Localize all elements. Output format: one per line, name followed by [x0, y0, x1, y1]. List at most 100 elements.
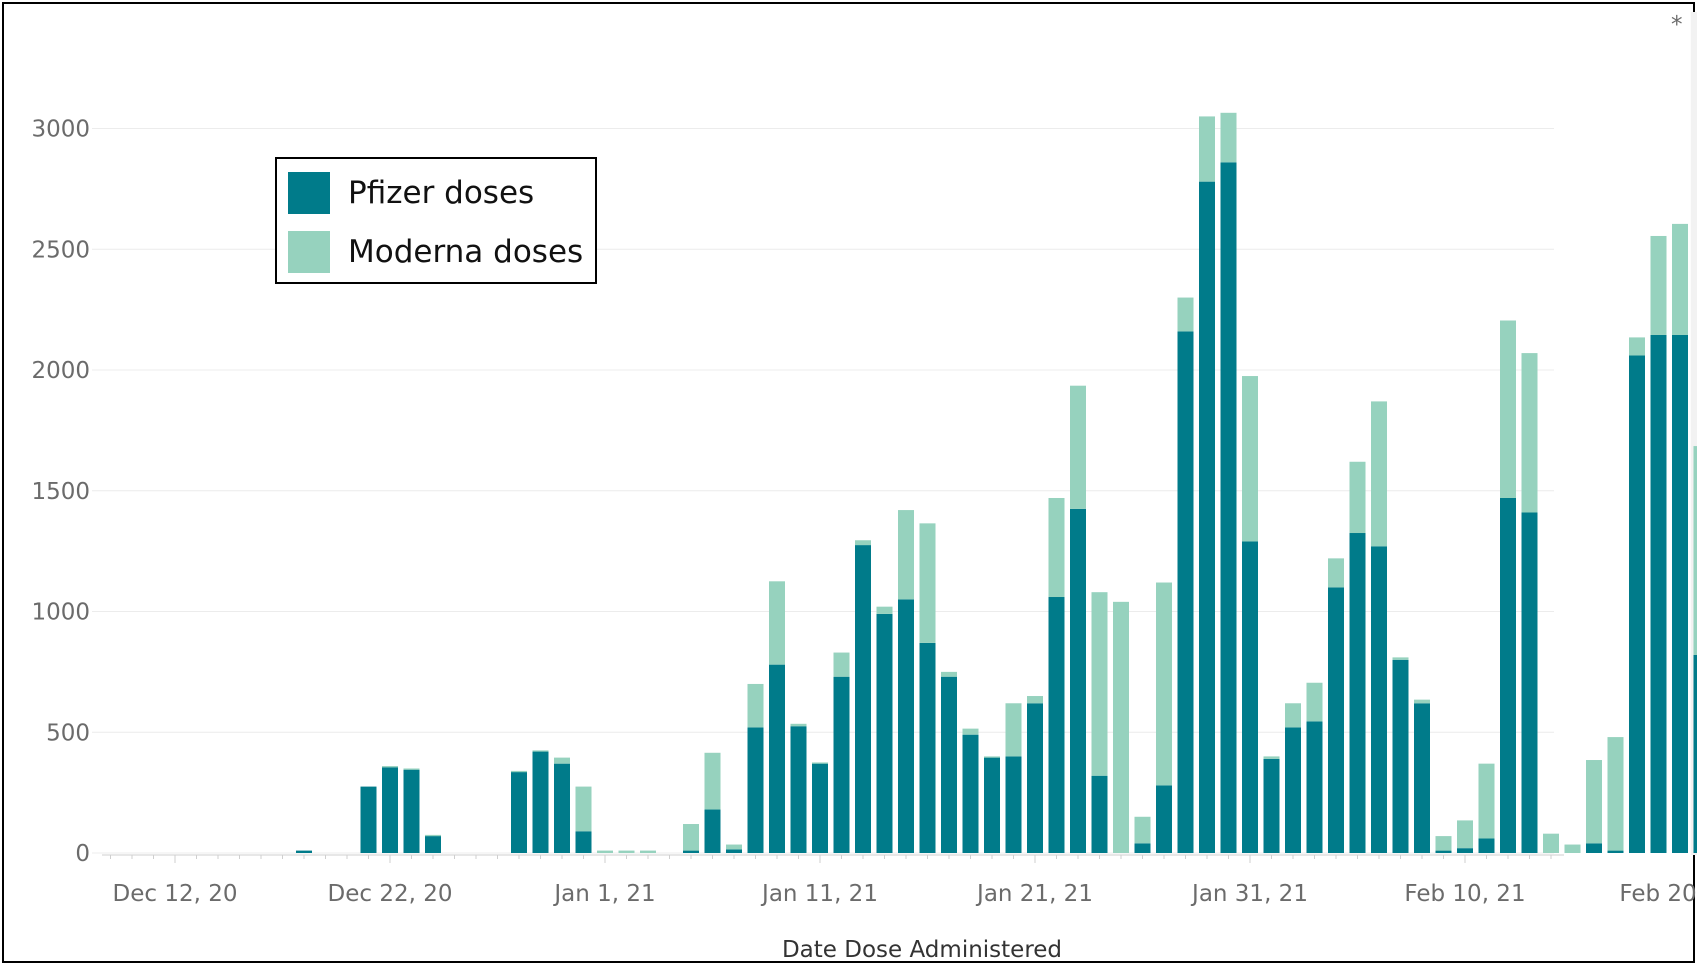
bar-pfizer — [1156, 785, 1172, 853]
bar-moderna — [1306, 682, 1323, 722]
bar-pfizer — [1371, 546, 1387, 853]
bar-moderna — [532, 750, 549, 752]
bar-moderna — [790, 723, 807, 727]
y-tick-label: 1000 — [31, 600, 90, 626]
bar-moderna — [1414, 699, 1430, 704]
bar-pfizer — [1500, 497, 1516, 853]
bar-moderna — [554, 757, 570, 764]
y-tick-label: 500 — [46, 720, 90, 746]
shaded-region — [1690, 12, 1697, 855]
bar-pfizer — [1220, 162, 1237, 853]
bar-moderna — [640, 850, 656, 853]
bar-pfizer — [1285, 727, 1301, 853]
y-tick-label: 1500 — [31, 479, 90, 505]
bar-pfizer — [511, 772, 527, 853]
bar-pfizer — [919, 642, 936, 853]
bar-moderna — [1672, 223, 1688, 335]
bar-pfizer — [683, 850, 699, 853]
x-axis: Dec 12, 20 Dec 22, 20 Jan 1, 21 Jan 11, 21 J… — [102, 854, 1697, 907]
x-tick-label: Dec 12, 20 — [113, 881, 238, 907]
bar-pfizer — [1414, 703, 1430, 853]
bar-moderna — [1650, 235, 1667, 335]
x-axis-title: Date Dose Administered — [782, 937, 1062, 963]
bar-moderna — [1371, 401, 1387, 547]
bar-pfizer — [812, 763, 828, 853]
bar-pfizer — [941, 676, 957, 853]
x-tick-label: Jan 31, 21 — [1190, 881, 1308, 907]
bar-moderna — [941, 671, 957, 677]
bar-pfizer — [1177, 331, 1194, 853]
bar-pfizer — [1027, 703, 1043, 853]
bar-moderna — [1242, 376, 1258, 542]
bar-pfizer — [1457, 848, 1473, 853]
bar-moderna — [618, 850, 635, 853]
bar-moderna — [1048, 497, 1065, 598]
bar-pfizer — [833, 676, 850, 853]
bar-pfizer — [1435, 850, 1452, 853]
x-tick-label: Jan 11, 21 — [760, 881, 878, 907]
bar-pfizer — [1478, 838, 1495, 853]
bar-moderna — [1027, 696, 1043, 704]
legend: Pfizer doses Moderna doses — [275, 157, 597, 284]
bar-pfizer — [1306, 721, 1323, 853]
x-tick-label: Feb 20, 21 — [1619, 881, 1697, 907]
legend-item-moderna: Moderna doses — [288, 231, 583, 273]
x-tick-label: Jan 21, 21 — [975, 881, 1093, 907]
bar-pfizer — [855, 545, 871, 853]
bar-pfizer — [747, 727, 764, 853]
bar-moderna — [1607, 737, 1624, 851]
bar-pfizer — [769, 664, 785, 853]
legend-label-moderna: Moderna doses — [348, 234, 584, 270]
bar-moderna — [855, 540, 871, 546]
y-tick-label: 2000 — [31, 358, 90, 384]
bar-moderna — [726, 844, 742, 850]
bar-pfizer — [1134, 843, 1151, 853]
bar-moderna — [1328, 558, 1344, 588]
bar-moderna — [1177, 297, 1194, 332]
bar-pfizer — [1048, 597, 1065, 853]
bar-moderna — [747, 683, 764, 728]
partial-data-shading — [1690, 12, 1697, 855]
bar-pfizer — [554, 763, 570, 853]
bar-moderna — [382, 766, 398, 768]
bar-pfizer — [1650, 334, 1667, 853]
bar-pfizer — [360, 786, 377, 853]
bar-pfizer — [1586, 843, 1602, 853]
bar-moderna — [1134, 816, 1151, 844]
bar-pfizer — [1199, 181, 1215, 853]
bar-moderna — [984, 756, 1000, 758]
bar-moderna — [919, 523, 936, 643]
bar-pfizer — [726, 849, 742, 853]
bar-pfizer — [403, 769, 420, 853]
bar-moderna — [1199, 116, 1215, 182]
bars — [296, 112, 1697, 853]
bar-moderna — [1586, 760, 1602, 844]
bar-moderna — [575, 786, 592, 832]
bar-pfizer — [1693, 654, 1697, 853]
bar-pfizer — [1392, 659, 1409, 853]
x-tick-label: Jan 1, 21 — [552, 881, 655, 907]
bar-moderna — [1435, 836, 1452, 851]
bar-moderna — [1285, 703, 1301, 728]
bar-pfizer — [1070, 508, 1086, 853]
legend-swatch-moderna — [288, 231, 330, 273]
bar-moderna — [1629, 337, 1645, 356]
bar-moderna — [898, 510, 914, 600]
bar-moderna — [403, 768, 420, 770]
bar-moderna — [962, 728, 979, 735]
y-tick-label: 3000 — [31, 117, 90, 143]
bar-pfizer — [1005, 756, 1022, 853]
bar-moderna — [1091, 592, 1108, 776]
y-axis: 0 500 1000 1500 2000 2500 3000 — [31, 117, 90, 868]
bar-moderna — [1478, 763, 1495, 839]
bar-pfizer — [898, 599, 914, 853]
stacked-bar-chart: 0 500 1000 1500 2000 2500 3000 Dec 12, 20 Dec 2… — [31, 12, 1697, 963]
bar-moderna — [1005, 703, 1022, 757]
bar-pfizer — [1672, 334, 1688, 853]
bar-moderna — [1156, 582, 1172, 786]
bar-pfizer — [790, 726, 807, 853]
bar-moderna — [1693, 446, 1697, 655]
bar-moderna — [511, 770, 527, 773]
bar-moderna — [833, 652, 850, 677]
bar-moderna — [769, 581, 785, 665]
